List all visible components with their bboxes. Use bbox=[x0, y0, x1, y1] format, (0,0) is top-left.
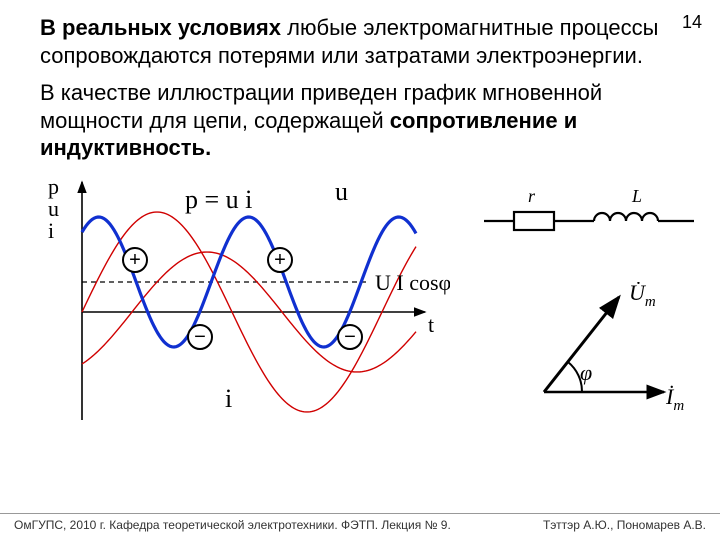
r-label: r bbox=[528, 186, 536, 206]
l-label: L bbox=[631, 186, 642, 206]
u-label: u bbox=[335, 177, 348, 206]
yaxis-label: pui bbox=[48, 174, 59, 243]
paragraph-2: В качестве иллюстрации приведен график м… bbox=[40, 79, 680, 162]
svg-text:−: − bbox=[344, 326, 356, 348]
i-label: i bbox=[225, 384, 232, 413]
svg-text:+: + bbox=[129, 249, 141, 271]
page-number: 14 bbox=[682, 12, 702, 33]
rl-circuit: r L bbox=[484, 186, 694, 246]
svg-text:+: + bbox=[274, 249, 286, 271]
footer-left: ОмГУПС, 2010 г. Кафедра теоретической эл… bbox=[14, 518, 451, 532]
text-block: В реальных условиях любые электромагнитн… bbox=[0, 0, 720, 162]
t-label: t bbox=[428, 312, 434, 337]
wave-chart: + + − − pui p = u i u i t U I cosφ bbox=[30, 172, 450, 432]
p1-bold: В реальных условиях bbox=[40, 15, 281, 40]
footer-right: Тэттэр А.Ю., Пономарев А.В. bbox=[543, 518, 706, 532]
footer: ОмГУПС, 2010 г. Кафедра теоретической эл… bbox=[0, 513, 720, 532]
um-sub: m bbox=[645, 294, 656, 310]
figure-area: + + − − pui p = u i u i t U I cosφ r L U̇m bbox=[0, 172, 720, 432]
phasor-diagram: U̇m İm φ bbox=[524, 282, 694, 412]
dashed-label: U I cosφ bbox=[375, 270, 450, 295]
svg-text:İm: İm bbox=[665, 384, 684, 412]
phi-label: φ bbox=[580, 360, 592, 385]
im-sub: m bbox=[673, 398, 684, 412]
svg-text:−: − bbox=[194, 326, 206, 348]
paragraph-1: В реальных условиях любые электромагнитн… bbox=[40, 14, 680, 69]
svg-text:U̇m: U̇m bbox=[629, 282, 656, 310]
equation-label: p = u i bbox=[185, 185, 252, 214]
